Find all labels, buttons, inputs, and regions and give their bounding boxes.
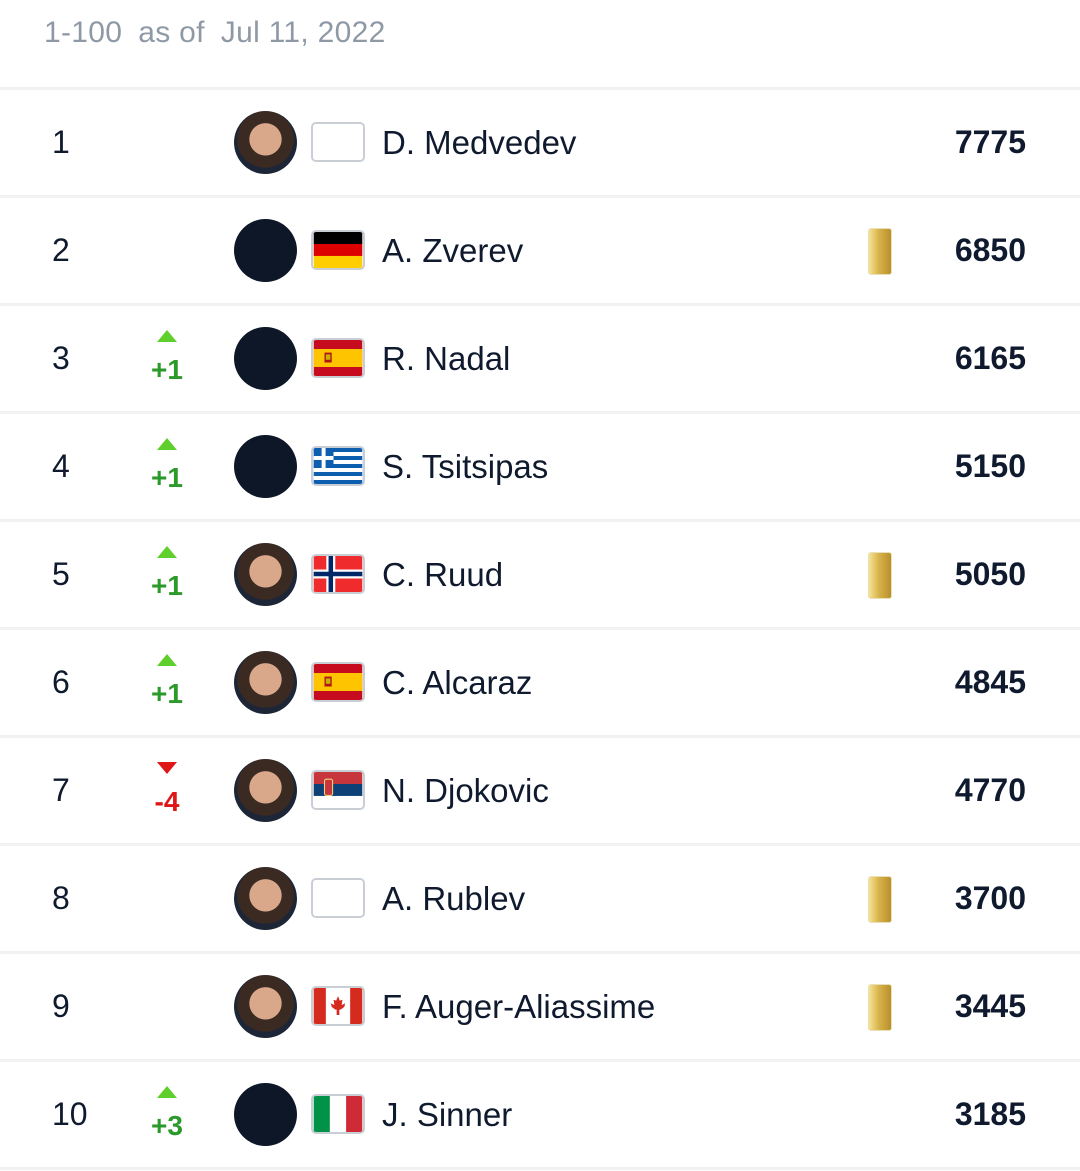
rankings-list: 1 D. Medvedev 7775 2 A. Zverev 6850 3 +1… [0,90,1080,1170]
rank-change: +1 [142,546,192,602]
triangle-up-icon [157,1086,177,1098]
ranking-points: 6850 [954,232,1026,268]
triangle-up-icon [157,330,177,342]
player-avatar [234,543,297,606]
country-flag-icon [311,338,365,378]
rank-number: 6 [52,664,70,700]
gold-badge-icon [868,984,892,1031]
ranking-row[interactable]: 9 F. Auger-Aliassime 3445 [0,954,1080,1062]
triangle-up-icon [157,654,177,666]
ranking-row[interactable]: 8 A. Rublev 3700 [0,846,1080,954]
ranking-points: 5050 [954,556,1026,592]
rank-number: 1 [52,124,70,160]
player-avatar [234,975,297,1038]
player-name: N. Djokovic [382,772,549,809]
ranking-row[interactable]: 1 D. Medvedev 7775 [0,90,1080,198]
rank-change-value: +1 [151,462,183,493]
player-avatar [234,651,297,714]
player-name: F. Auger-Aliassime [382,988,656,1025]
country-flag-icon [311,122,365,162]
country-flag-icon [311,230,365,270]
ranking-date: Jul 11, 2022 [220,16,386,49]
rank-number: 2 [52,232,70,268]
ranking-points: 7775 [954,124,1026,160]
country-flag-icon [311,446,365,486]
ranking-points: 3445 [954,988,1026,1024]
country-flag-icon [311,878,365,918]
ranking-points: 3700 [954,880,1026,916]
ranking-row[interactable]: 3 +1 R. Nadal 6165 [0,306,1080,414]
player-avatar [234,1083,297,1146]
rank-change: +1 [142,654,192,710]
ranking-points: 4845 [954,664,1026,700]
ranking-row[interactable]: 7 -4 N. Djokovic 4770 [0,738,1080,846]
rank-change: +3 [142,1086,192,1142]
rank-change-value: -4 [154,786,180,817]
ranking-row[interactable]: 5 +1 C. Ruud 5050 [0,522,1080,630]
rank-number: 3 [52,340,70,376]
triangle-up-icon [157,546,177,558]
player-avatar [234,867,297,930]
country-flag-icon [311,1094,365,1134]
player-avatar [234,111,297,174]
range-label: 1-100 [44,16,123,49]
player-name: J. Sinner [382,1096,513,1133]
country-flag-icon [311,662,365,702]
player-name: A. Rublev [382,880,526,917]
rank-change-value: +1 [151,678,183,709]
rank-change-value: +3 [151,1110,183,1141]
country-flag-icon [311,770,365,810]
rank-number: 5 [52,556,70,592]
rank-number: 8 [52,880,70,916]
rank-number: 7 [52,772,70,808]
as-of-label: as of [138,16,205,49]
ranking-points: 5150 [954,448,1026,484]
player-avatar [234,219,297,282]
rank-change-value: +1 [151,570,183,601]
country-flag-icon [311,554,365,594]
player-name: C. Ruud [382,556,504,593]
player-avatar [234,759,297,822]
rankings-header: 1-100 as of Jul 11, 2022 [0,0,1080,90]
player-name: C. Alcaraz [382,664,533,701]
player-name: R. Nadal [382,340,511,377]
gold-badge-icon [868,876,892,923]
ranking-points: 4770 [954,772,1026,808]
player-name: S. Tsitsipas [382,448,549,485]
ranking-row[interactable]: 2 A. Zverev 6850 [0,198,1080,306]
player-name: D. Medvedev [382,124,577,161]
player-avatar [234,327,297,390]
player-name: A. Zverev [382,232,524,269]
player-avatar [234,435,297,498]
rank-change: +1 [142,330,192,386]
triangle-down-icon [157,762,177,774]
country-flag-icon [311,986,365,1026]
ranking-row[interactable]: 10 +3 J. Sinner 3185 [0,1062,1080,1170]
ranking-row[interactable]: 4 +1 S. Tsitsipas 5150 [0,414,1080,522]
ranking-points: 6165 [954,340,1026,376]
ranking-points: 3185 [954,1096,1026,1132]
triangle-up-icon [157,438,177,450]
gold-badge-icon [868,552,892,599]
rank-change-value: +1 [151,354,183,385]
rank-number: 4 [52,448,70,484]
ranking-row[interactable]: 6 +1 C. Alcaraz 4845 [0,630,1080,738]
rank-change: -4 [142,762,192,818]
rank-number: 9 [52,988,70,1024]
rank-change: +1 [142,438,192,494]
gold-badge-icon [868,228,892,275]
rank-number: 10 [52,1096,88,1132]
